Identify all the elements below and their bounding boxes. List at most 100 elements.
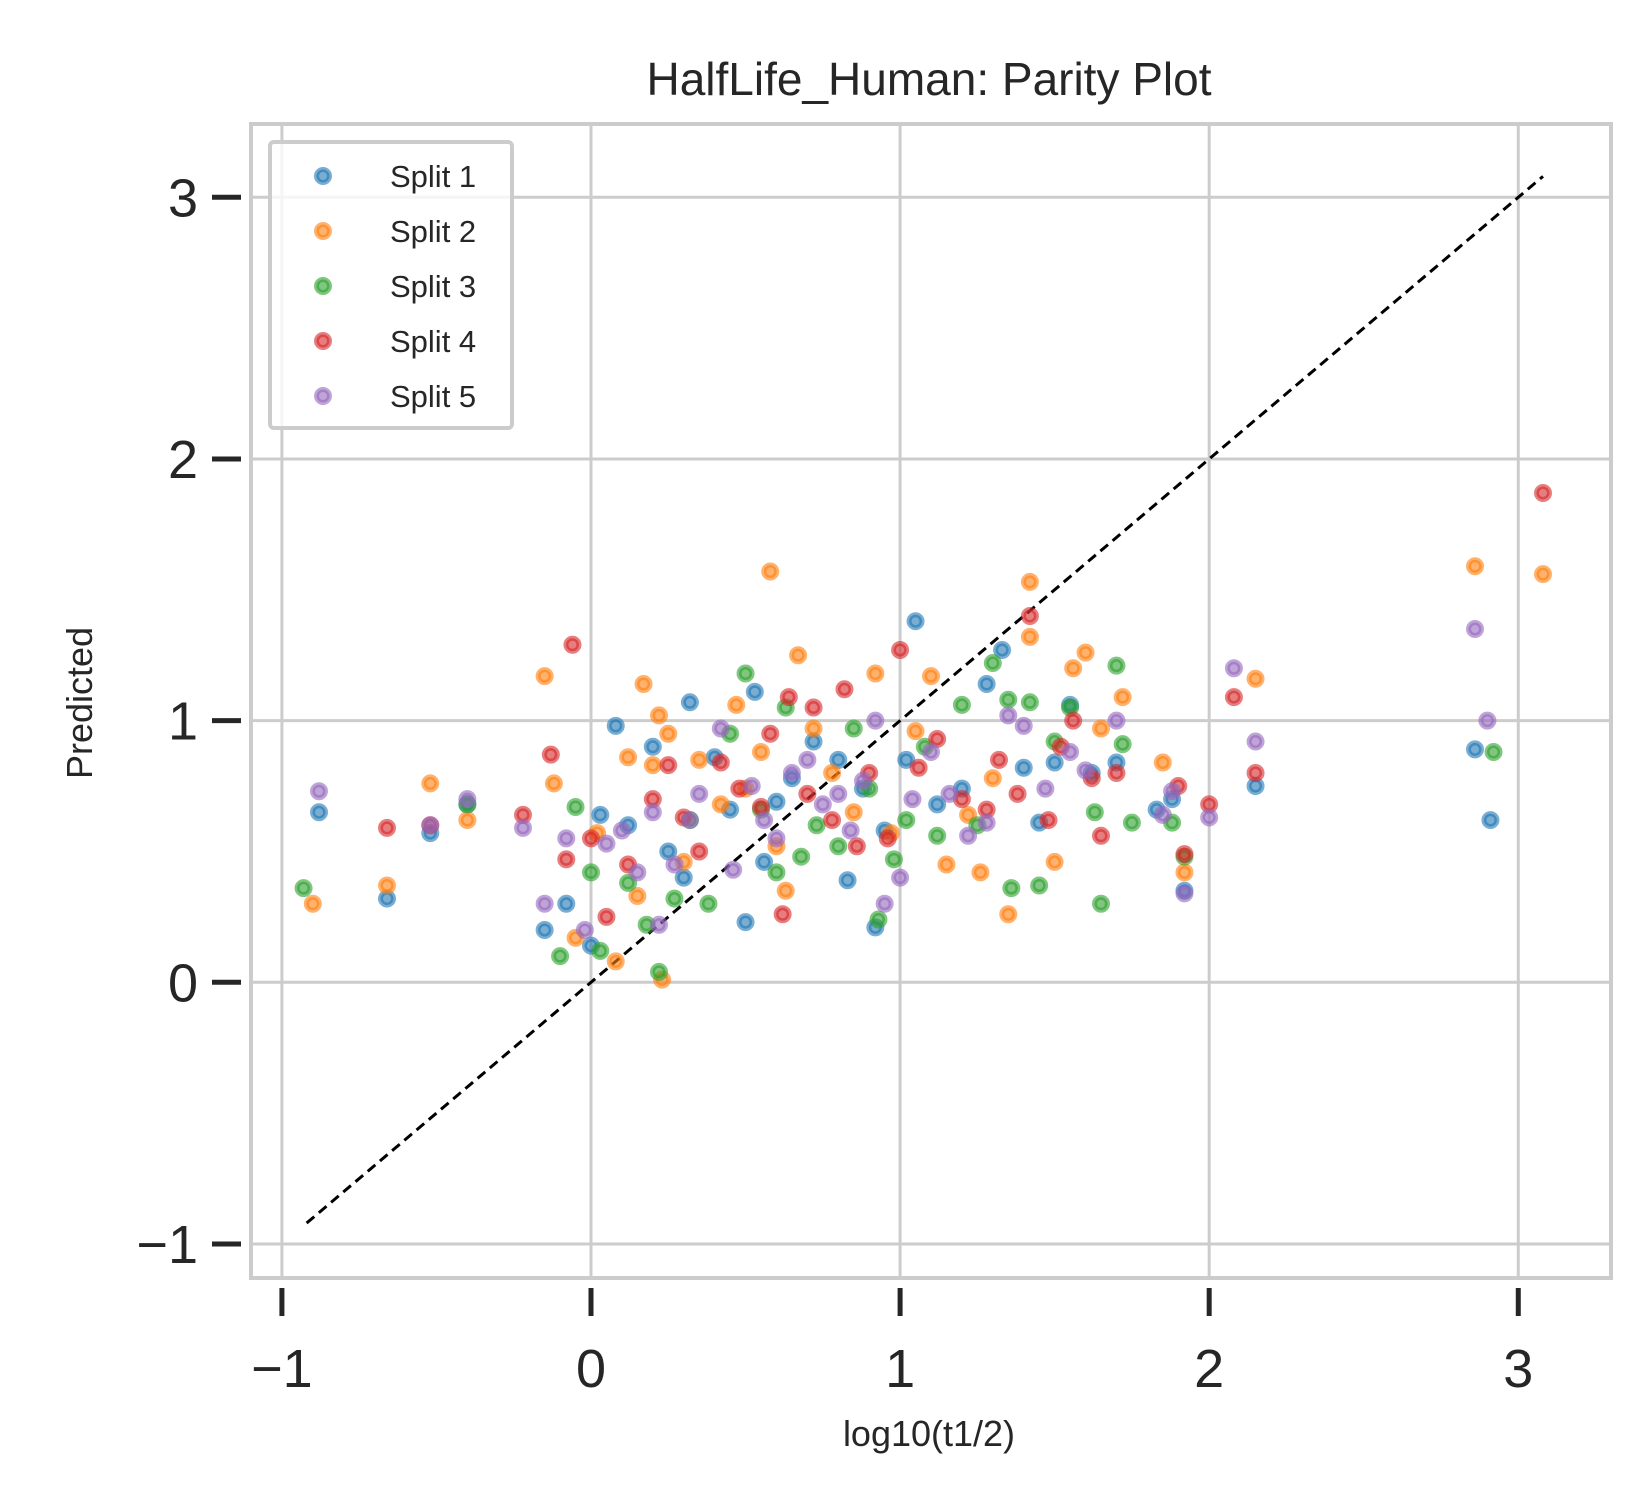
data-point bbox=[736, 664, 755, 683]
data-point bbox=[535, 920, 554, 939]
data-point bbox=[724, 860, 743, 879]
data-point bbox=[897, 750, 916, 769]
data-point bbox=[699, 894, 718, 913]
data-point bbox=[922, 743, 940, 762]
data-point bbox=[999, 690, 1018, 709]
data-point bbox=[977, 674, 996, 693]
data-point bbox=[557, 829, 576, 848]
data-point bbox=[1092, 826, 1110, 845]
data-point bbox=[634, 674, 653, 693]
data-point bbox=[1175, 884, 1194, 903]
data-point bbox=[847, 837, 866, 856]
data-point bbox=[1107, 656, 1126, 675]
data-point bbox=[999, 905, 1018, 924]
data-point bbox=[310, 782, 328, 801]
data-point bbox=[659, 724, 678, 743]
data-point bbox=[761, 562, 780, 581]
data-point bbox=[711, 795, 730, 814]
series-split-3 bbox=[294, 654, 1503, 981]
legend-marker bbox=[314, 167, 332, 185]
data-point bbox=[591, 941, 610, 960]
data-point bbox=[1153, 753, 1172, 772]
data-point bbox=[891, 868, 910, 887]
legend-label: Split 5 bbox=[390, 379, 476, 414]
data-point bbox=[659, 842, 678, 861]
data-point bbox=[1224, 659, 1243, 678]
data-point bbox=[1246, 732, 1265, 751]
data-point bbox=[891, 640, 910, 659]
y-tick-label: 1 bbox=[168, 692, 198, 752]
data-point bbox=[1008, 784, 1027, 803]
data-point bbox=[1045, 753, 1064, 772]
data-point bbox=[514, 818, 532, 837]
y-axis-label: Predicted bbox=[59, 627, 100, 779]
data-point bbox=[742, 777, 761, 796]
data-point bbox=[1064, 659, 1083, 678]
data-point bbox=[690, 784, 709, 803]
data-point bbox=[937, 855, 956, 874]
data-point bbox=[928, 826, 947, 845]
x-tick-label: 3 bbox=[1503, 1339, 1533, 1399]
data-point bbox=[1200, 808, 1219, 827]
x-tick-label: 0 bbox=[576, 1339, 606, 1399]
data-point bbox=[838, 871, 857, 890]
data-point bbox=[643, 737, 662, 756]
data-point bbox=[940, 784, 959, 803]
data-point bbox=[866, 711, 885, 730]
data-point bbox=[575, 920, 594, 939]
data-point bbox=[841, 821, 860, 840]
data-point bbox=[866, 664, 885, 683]
data-point bbox=[804, 698, 823, 717]
data-point bbox=[1175, 863, 1194, 882]
data-point bbox=[643, 756, 662, 775]
data-point bbox=[535, 894, 554, 913]
data-point bbox=[606, 952, 625, 971]
data-point bbox=[1036, 779, 1055, 798]
y-tick-label: −1 bbox=[136, 1215, 198, 1275]
legend-marker bbox=[314, 387, 332, 405]
data-point bbox=[767, 863, 786, 882]
data-point bbox=[844, 719, 863, 738]
data-point bbox=[875, 894, 894, 913]
data-point bbox=[829, 784, 848, 803]
data-point bbox=[983, 654, 1002, 673]
data-point bbox=[776, 881, 795, 900]
data-point bbox=[990, 750, 1008, 769]
y-tick-label: 0 bbox=[168, 953, 198, 1013]
x-tick-label: 1 bbox=[885, 1339, 915, 1399]
data-point bbox=[928, 729, 947, 748]
data-point bbox=[909, 758, 928, 777]
data-point bbox=[1014, 758, 1033, 777]
data-point bbox=[906, 722, 925, 741]
x-axis-label: log10(t1/2) bbox=[843, 1413, 1015, 1454]
data-point bbox=[628, 886, 647, 905]
data-point bbox=[792, 847, 811, 866]
data-point bbox=[563, 635, 582, 654]
data-point bbox=[1534, 565, 1552, 584]
data-point bbox=[1224, 688, 1243, 707]
series-split-2 bbox=[303, 557, 1552, 989]
data-point bbox=[999, 706, 1018, 725]
data-point bbox=[767, 829, 786, 848]
data-point bbox=[977, 813, 996, 832]
data-point bbox=[650, 706, 668, 725]
data-point bbox=[804, 719, 823, 738]
data-point bbox=[1481, 811, 1500, 830]
data-point bbox=[829, 750, 848, 769]
legend-label: Split 4 bbox=[390, 324, 476, 359]
data-point bbox=[823, 763, 842, 782]
data-point bbox=[582, 863, 600, 882]
data-point bbox=[1534, 483, 1552, 502]
data-point bbox=[1002, 879, 1021, 898]
data-point bbox=[650, 915, 668, 934]
series-split-5 bbox=[310, 620, 1497, 939]
legend-label: Split 3 bbox=[390, 269, 476, 304]
data-point bbox=[557, 850, 576, 869]
data-point bbox=[541, 745, 560, 764]
data-point bbox=[789, 646, 808, 665]
data-point bbox=[922, 667, 940, 686]
data-point bbox=[619, 748, 638, 767]
data-point bbox=[798, 784, 817, 803]
data-point bbox=[566, 797, 585, 816]
